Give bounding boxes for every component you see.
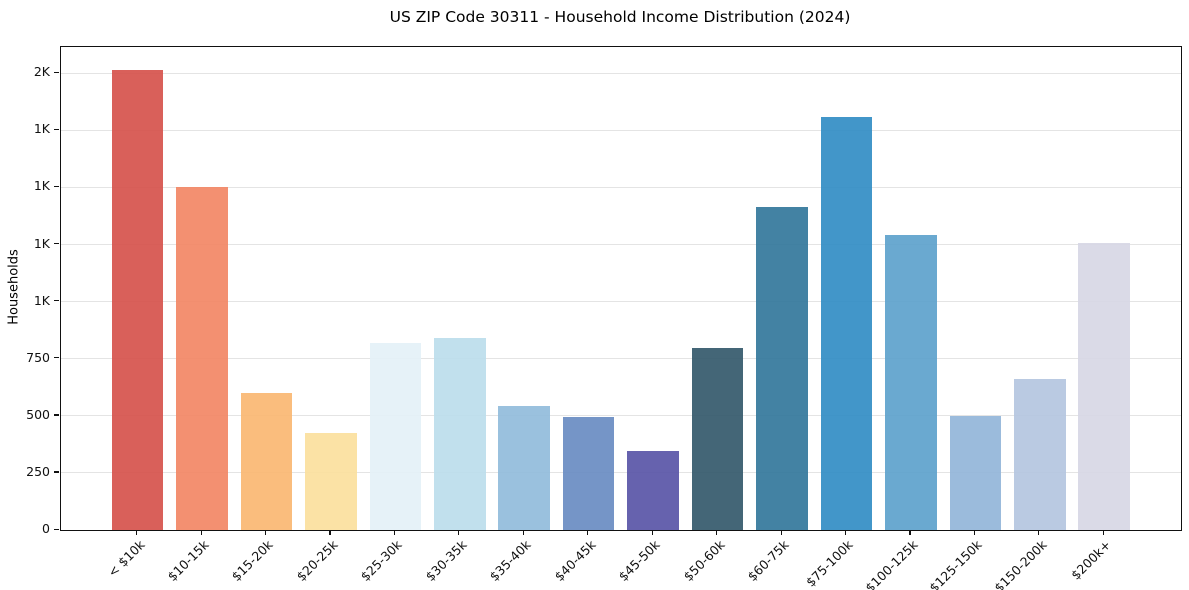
y-tick-mark [54,300,59,302]
x-tick-mark [973,530,975,535]
bar [369,342,422,530]
y-tick-label: 750 [26,349,50,365]
x-tick-mark [264,530,267,535]
gridline [61,244,1181,246]
x-tick-mark [393,530,396,535]
x-tick-mark [522,530,524,535]
x-tick-mark [780,530,782,535]
bar [562,416,615,530]
x-tick-mark [587,530,589,535]
y-tick-mark [54,528,59,530]
y-tick-label: 1K [33,178,50,194]
y-tick-mark [54,471,59,473]
x-tick-mark [458,530,460,535]
gridline [61,358,1181,360]
y-tick-label: 1K [33,121,50,137]
gridline [61,301,1181,303]
y-tick-mark [54,414,59,416]
x-tick-label: < $10k [104,537,148,580]
bar [627,451,679,530]
x-tick-mark [844,530,847,535]
bar [434,338,486,530]
gridline [61,186,1181,188]
y-tick-mark [54,71,59,73]
x-tick-mark [329,530,331,535]
y-tick-label: 500 [26,406,50,422]
chart-title: US ZIP Code 30311 - Household Income Dis… [389,8,851,26]
bar [885,235,937,530]
bar [691,348,744,530]
y-tick-label: 1K [33,235,50,251]
y-tick-label: 2K [33,64,50,80]
bar [756,206,808,530]
x-tick-mark [909,530,911,535]
gridline [61,72,1181,74]
gridline [61,415,1181,417]
bar [240,392,293,530]
bar [949,415,1002,530]
bar [820,116,873,530]
x-tick-mark [136,530,138,535]
bar [1014,379,1066,530]
gridline [61,472,1181,474]
x-tick-mark [1102,530,1104,535]
bar [176,187,228,530]
bar [1078,243,1130,530]
bar [111,69,164,530]
y-tick-label: 250 [26,463,50,479]
x-tick-mark [200,530,202,535]
bar [498,405,550,530]
y-tick-label: 0 [42,521,50,536]
y-tick-mark [54,243,59,245]
gridline [61,129,1181,131]
y-axis-label: Households [6,249,22,325]
plot-area [60,46,1182,531]
y-tick-mark [54,357,59,359]
x-tick-mark [1038,530,1040,535]
bar [305,432,357,530]
x-tick-mark [651,530,653,535]
y-tick-mark [54,185,59,188]
y-tick-mark [54,128,59,131]
y-tick-label: 1K [33,292,50,308]
x-tick-mark [716,530,718,535]
